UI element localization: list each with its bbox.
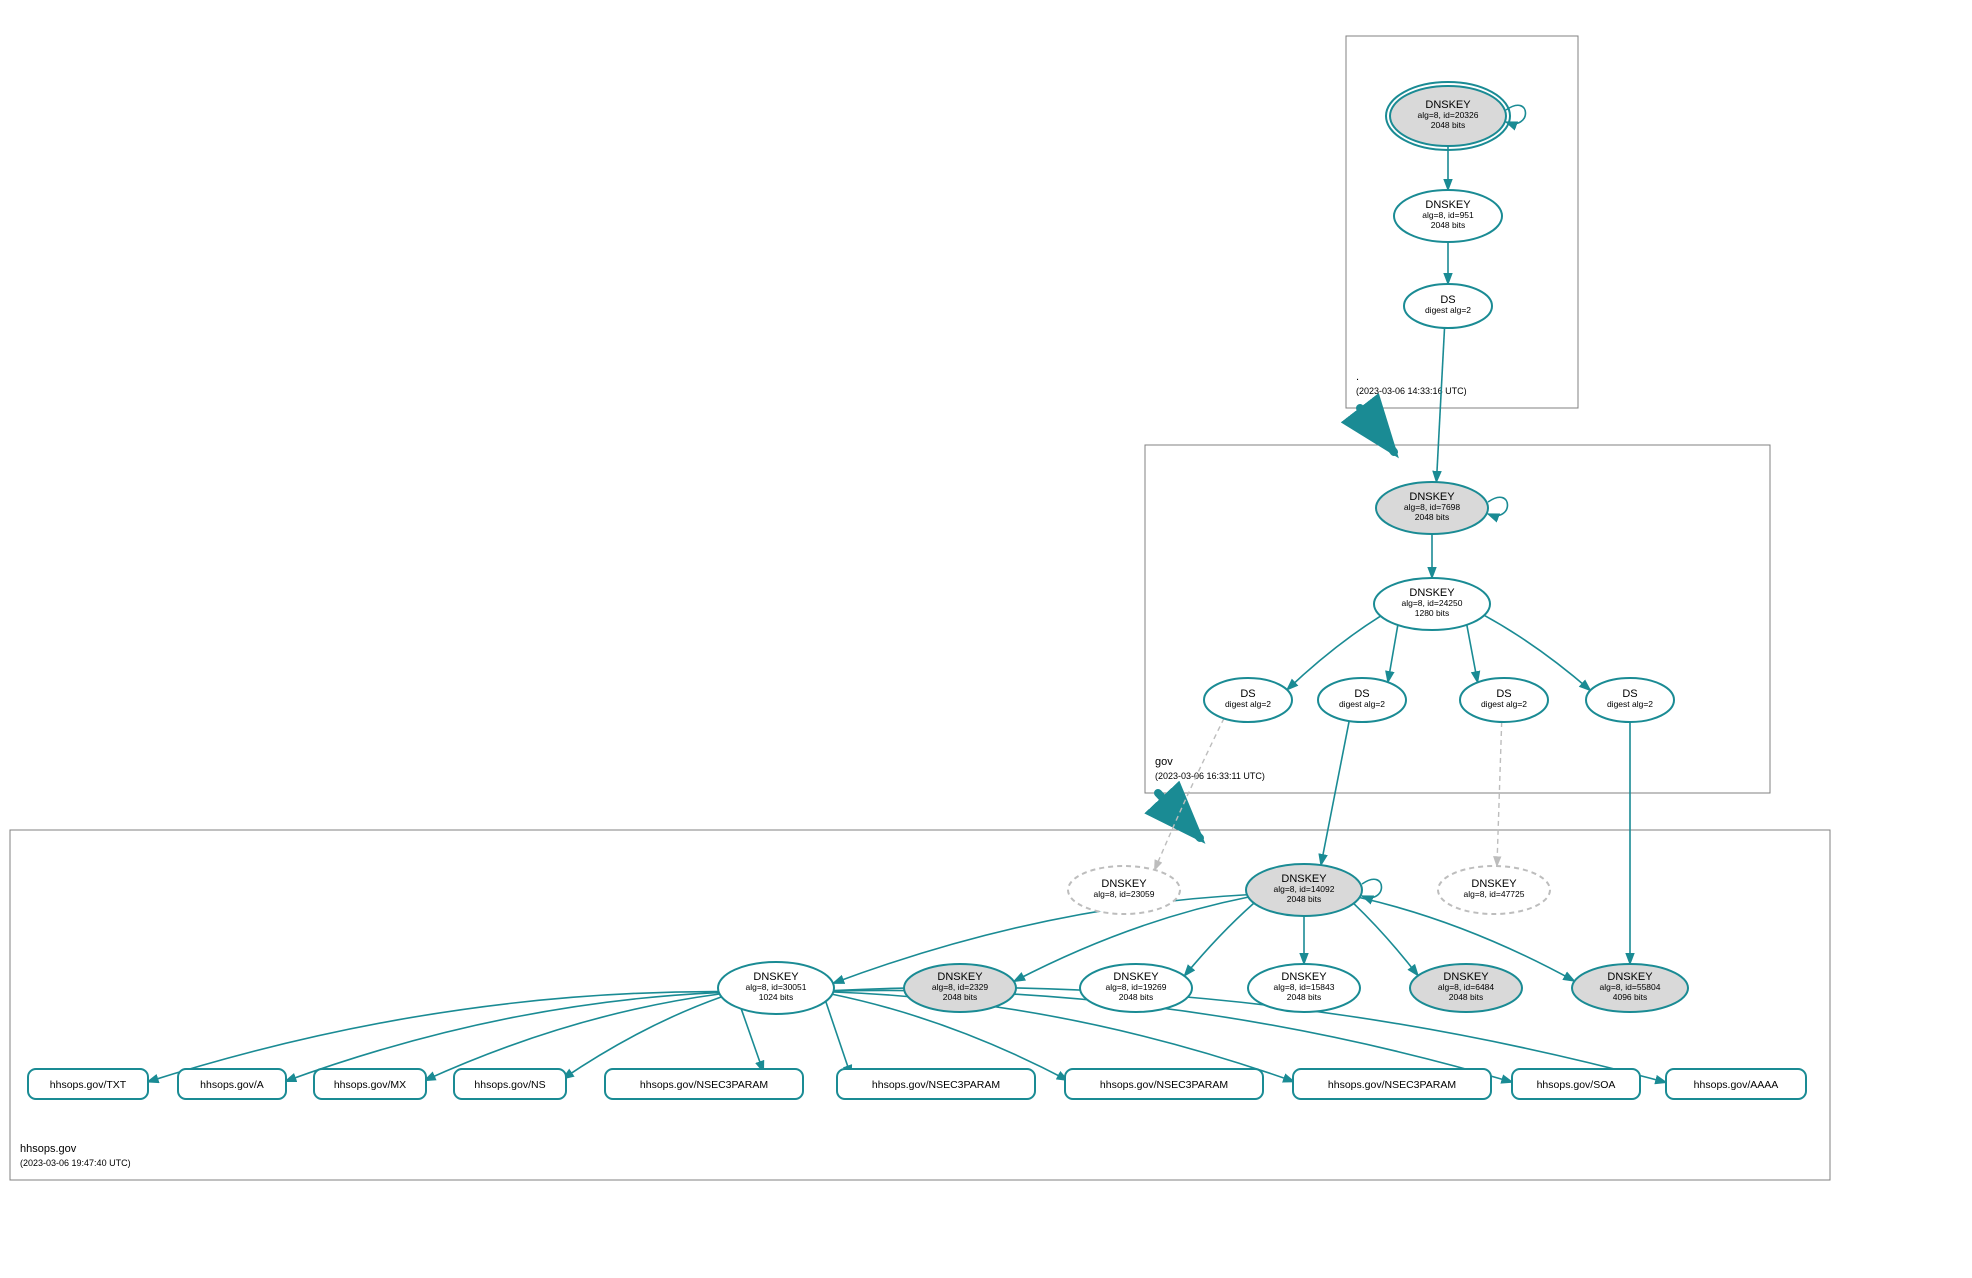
edge xyxy=(1155,718,1224,869)
node-hh_dk_15843: DNSKEYalg=8, id=158432048 bits xyxy=(1248,964,1360,1012)
self-loop xyxy=(1488,497,1508,515)
zone-label: . xyxy=(1356,371,1359,383)
node-label: digest alg=2 xyxy=(1339,699,1385,709)
node-gov_ds3: DSdigest alg=2 xyxy=(1460,678,1548,722)
node-label: 2048 bits xyxy=(1287,992,1322,1002)
rr-label: hhsops.gov/A xyxy=(200,1079,264,1091)
node-hh_dk_55804: DNSKEYalg=8, id=558044096 bits xyxy=(1572,964,1688,1012)
node-label: digest alg=2 xyxy=(1425,305,1471,315)
rr-rr_np1: hhsops.gov/NSEC3PARAM xyxy=(605,1069,803,1099)
node-label: alg=8, id=47725 xyxy=(1464,889,1525,899)
node-gov_ksk: DNSKEYalg=8, id=76982048 bits xyxy=(1376,482,1508,534)
node-label: alg=8, id=951 xyxy=(1422,210,1474,220)
node-label: alg=8, id=30051 xyxy=(746,982,807,992)
rr-label: hhsops.gov/NSEC3PARAM xyxy=(1100,1079,1228,1091)
node-gov_zsk: DNSKEYalg=8, id=242501280 bits xyxy=(1374,578,1490,630)
trust-arrow xyxy=(1158,793,1200,838)
edge xyxy=(741,1009,763,1072)
node-hh_dk_23059: DNSKEYalg=8, id=23059 xyxy=(1068,866,1180,914)
edge xyxy=(1497,722,1502,866)
node-hh_dk_19269: DNSKEYalg=8, id=192692048 bits xyxy=(1080,964,1192,1012)
zone-timestamp: (2023-03-06 16:33:11 UTC) xyxy=(1155,771,1265,781)
rr-label: hhsops.gov/NSEC3PARAM xyxy=(1328,1079,1456,1091)
node-hh_dk_47725: DNSKEYalg=8, id=47725 xyxy=(1438,866,1550,914)
rr-rr_np4: hhsops.gov/NSEC3PARAM xyxy=(1293,1069,1491,1099)
node-label: 2048 bits xyxy=(1415,512,1450,522)
rr-label: hhsops.gov/TXT xyxy=(50,1079,127,1091)
node-label: 2048 bits xyxy=(1431,120,1466,130)
edge xyxy=(1184,903,1254,976)
node-root_ds: DSdigest alg=2 xyxy=(1404,284,1492,328)
rr-rr_np3: hhsops.gov/NSEC3PARAM xyxy=(1065,1069,1263,1099)
node-root_ksk: DNSKEYalg=8, id=203262048 bits xyxy=(1386,82,1526,150)
rr-label: hhsops.gov/SOA xyxy=(1537,1079,1616,1091)
node-label: digest alg=2 xyxy=(1225,699,1271,709)
node-label: alg=8, id=2329 xyxy=(932,982,989,992)
edge xyxy=(1388,625,1398,682)
edge xyxy=(1436,328,1444,482)
rr-label: hhsops.gov/NSEC3PARAM xyxy=(872,1079,1000,1091)
node-root_zsk: DNSKEYalg=8, id=9512048 bits xyxy=(1394,190,1502,242)
edge xyxy=(1354,903,1418,975)
node-label: 1024 bits xyxy=(759,992,794,1002)
node-label: alg=8, id=7698 xyxy=(1404,502,1461,512)
self-loop xyxy=(1362,879,1382,897)
rr-rr_a: hhsops.gov/A xyxy=(178,1069,286,1099)
node-hh_dk_30051: DNSKEYalg=8, id=300511024 bits xyxy=(718,962,834,1014)
node-hh_dk_14092: DNSKEYalg=8, id=140922048 bits xyxy=(1246,864,1382,916)
rr-rr_soa: hhsops.gov/SOA xyxy=(1512,1069,1640,1099)
node-label: alg=8, id=6484 xyxy=(1438,982,1495,992)
dnssec-diagram: . (2023-03-06 14:33:16 UTC) gov (2023-03-06… xyxy=(0,0,1972,1278)
rr-rr_mx: hhsops.gov/MX xyxy=(314,1069,426,1099)
node-label: digest alg=2 xyxy=(1481,699,1527,709)
node-gov_ds4: DSdigest alg=2 xyxy=(1586,678,1674,722)
node-hh_dk_6484: DNSKEYalg=8, id=64842048 bits xyxy=(1410,964,1522,1012)
node-label: digest alg=2 xyxy=(1607,699,1653,709)
node-label: 2048 bits xyxy=(1449,992,1484,1002)
node-label: 2048 bits xyxy=(1431,220,1466,230)
node-gov_ds2: DSdigest alg=2 xyxy=(1318,678,1406,722)
node-label: alg=8, id=24250 xyxy=(1402,598,1463,608)
node-label: 4096 bits xyxy=(1613,992,1648,1002)
rr-label: hhsops.gov/MX xyxy=(334,1079,406,1091)
node-label: alg=8, id=15843 xyxy=(1274,982,1335,992)
node-label: 1280 bits xyxy=(1415,608,1450,618)
node-label: alg=8, id=55804 xyxy=(1600,982,1661,992)
zone-label: hhsops.gov xyxy=(20,1143,77,1155)
zone-label: gov xyxy=(1155,756,1173,768)
node-gov_ds1: DSdigest alg=2 xyxy=(1204,678,1292,722)
node-hh_dk_2329: DNSKEYalg=8, id=23292048 bits xyxy=(904,964,1016,1012)
node-label: alg=8, id=20326 xyxy=(1418,110,1479,120)
rr-label: hhsops.gov/NSEC3PARAM xyxy=(640,1079,768,1091)
rr-rr_txt: hhsops.gov/TXT xyxy=(28,1069,148,1099)
node-label: 2048 bits xyxy=(943,992,978,1002)
rr-rr_np2: hhsops.gov/NSEC3PARAM xyxy=(837,1069,1035,1099)
zone-timestamp: (2023-03-06 19:47:40 UTC) xyxy=(20,1158,131,1168)
node-label: alg=8, id=14092 xyxy=(1274,884,1335,894)
edge xyxy=(833,895,1247,984)
edge xyxy=(563,997,722,1079)
node-label: 2048 bits xyxy=(1287,894,1322,904)
node-label: 2048 bits xyxy=(1119,992,1154,1002)
edge xyxy=(1467,625,1478,683)
rr-rr_ns: hhsops.gov/NS xyxy=(454,1069,566,1099)
node-label: alg=8, id=19269 xyxy=(1106,982,1167,992)
node-label: alg=8, id=23059 xyxy=(1094,889,1155,899)
rr-label: hhsops.gov/AAAA xyxy=(1694,1079,1779,1091)
rr-rr_aaaa: hhsops.gov/AAAA xyxy=(1666,1069,1806,1099)
rr-label: hhsops.gov/NS xyxy=(474,1079,545,1091)
edge xyxy=(826,1001,851,1076)
zone-timestamp: (2023-03-06 14:33:16 UTC) xyxy=(1356,386,1467,396)
